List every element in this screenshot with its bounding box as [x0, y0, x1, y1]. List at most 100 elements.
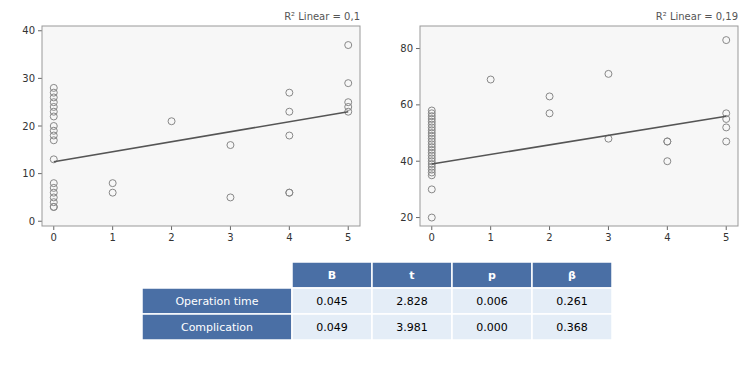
scatter-point — [546, 110, 553, 117]
table-header: β — [568, 269, 576, 282]
scatter-point — [227, 194, 234, 201]
table-header-cell — [292, 262, 372, 288]
y-tick — [416, 48, 420, 49]
x-tick — [431, 226, 432, 230]
scatter-point — [605, 70, 612, 77]
x-tick-label: 2 — [546, 232, 552, 243]
x-tick-label: 0 — [51, 232, 57, 243]
plot-frame — [42, 26, 360, 226]
table-value-cell — [372, 314, 452, 340]
x-tick-label: 4 — [664, 232, 670, 243]
table-row-label: Complication — [181, 321, 253, 334]
annotation: R² Linear = 0,1 — [284, 11, 360, 22]
x-tick — [230, 226, 231, 230]
table-value: 0.006 — [476, 295, 508, 308]
fit-line — [432, 116, 726, 164]
scatter-point — [50, 203, 57, 210]
table-value-cell — [532, 288, 612, 314]
y-tick-label: 40 — [22, 25, 35, 36]
page: 012345010203040R² Linear = 0,10123452040… — [0, 0, 754, 389]
x-tick-label: 5 — [345, 232, 351, 243]
x-tick — [608, 226, 609, 230]
data-layer — [50, 42, 351, 211]
annotation: R² Linear = 0,19 — [656, 11, 738, 22]
table-row-label: Operation time — [175, 295, 258, 308]
table-header: B — [328, 269, 336, 282]
scatter-point — [428, 214, 435, 221]
y-tick — [38, 173, 42, 174]
table-row-label-cell — [142, 314, 292, 340]
x-tick-label: 3 — [227, 232, 233, 243]
table-value-cell — [452, 314, 532, 340]
x-tick — [490, 226, 491, 230]
y-tick-label: 20 — [22, 121, 35, 132]
scatter-point — [664, 138, 671, 145]
table-value-cell — [292, 314, 372, 340]
table-header: p — [488, 269, 496, 282]
x-tick-label: 5 — [723, 232, 729, 243]
plot: 01234520406080R² Linear = 0,19 — [400, 11, 738, 243]
x-tick-label: 4 — [286, 232, 292, 243]
scatter-point — [286, 89, 293, 96]
x-tick-label: 1 — [109, 232, 115, 243]
x-tick-label: 2 — [168, 232, 174, 243]
table-value: 3.981 — [396, 321, 428, 334]
scatter-point — [345, 80, 352, 87]
x-tick-label: 3 — [605, 232, 611, 243]
table-header-cell — [532, 262, 612, 288]
fit-line — [54, 112, 348, 162]
y-tick-label: 80 — [400, 43, 413, 54]
table-value-cell — [372, 288, 452, 314]
y-tick — [38, 30, 42, 31]
scatter-point — [428, 172, 435, 179]
x-tick-label: 1 — [487, 232, 493, 243]
scatter-point — [109, 189, 116, 196]
table-value: 0.000 — [476, 321, 508, 334]
table-value-cell — [452, 288, 532, 314]
y-tick — [38, 126, 42, 127]
scatter-point — [286, 189, 293, 196]
scatter-point — [168, 118, 175, 125]
table-row-label-cell — [142, 288, 292, 314]
data-layer — [428, 37, 729, 221]
x-tick — [171, 226, 172, 230]
table-header: t — [409, 269, 414, 282]
x-tick — [549, 226, 550, 230]
table-value: 0.045 — [316, 295, 348, 308]
scatter-point — [109, 180, 116, 187]
table-header-cell — [452, 262, 532, 288]
scatter-point — [286, 189, 293, 196]
y-tick — [38, 78, 42, 79]
scatter-point — [286, 108, 293, 115]
table-value: 0.049 — [316, 321, 348, 334]
scatter-point — [50, 203, 57, 210]
y-tick — [416, 104, 420, 105]
scatter-point — [487, 76, 494, 83]
scatter-point — [50, 113, 57, 120]
scatter-point — [345, 42, 352, 49]
table-value: 0.261 — [556, 295, 588, 308]
x-tick — [289, 226, 290, 230]
x-tick — [112, 226, 113, 230]
table-value-cell — [292, 288, 372, 314]
y-tick-label: 0 — [29, 216, 35, 227]
scatter-point — [664, 158, 671, 165]
y-tick-label: 20 — [400, 212, 413, 223]
y-tick-label: 60 — [400, 99, 413, 110]
y-tick-label: 30 — [22, 73, 35, 84]
y-tick — [416, 161, 420, 162]
x-tick-label: 0 — [429, 232, 435, 243]
table-value: 2.828 — [396, 295, 428, 308]
x-tick — [667, 226, 668, 230]
x-tick — [726, 226, 727, 230]
plot: 0 1 2 3 4 5 0 10 20 30 40 R² Linear = 0,1 — [22, 11, 360, 243]
table: Bt p β Operation time 0.045 2.828 0.006 0.261 Co… — [142, 262, 612, 340]
plot-background — [420, 26, 738, 226]
y-tick — [416, 217, 420, 218]
scatter-point — [664, 138, 671, 145]
scatter-point — [286, 132, 293, 139]
y-tick-label: 10 — [22, 168, 35, 179]
scatter-point — [723, 124, 730, 131]
scatter-point — [723, 138, 730, 145]
table-value: 0.368 — [556, 321, 588, 334]
